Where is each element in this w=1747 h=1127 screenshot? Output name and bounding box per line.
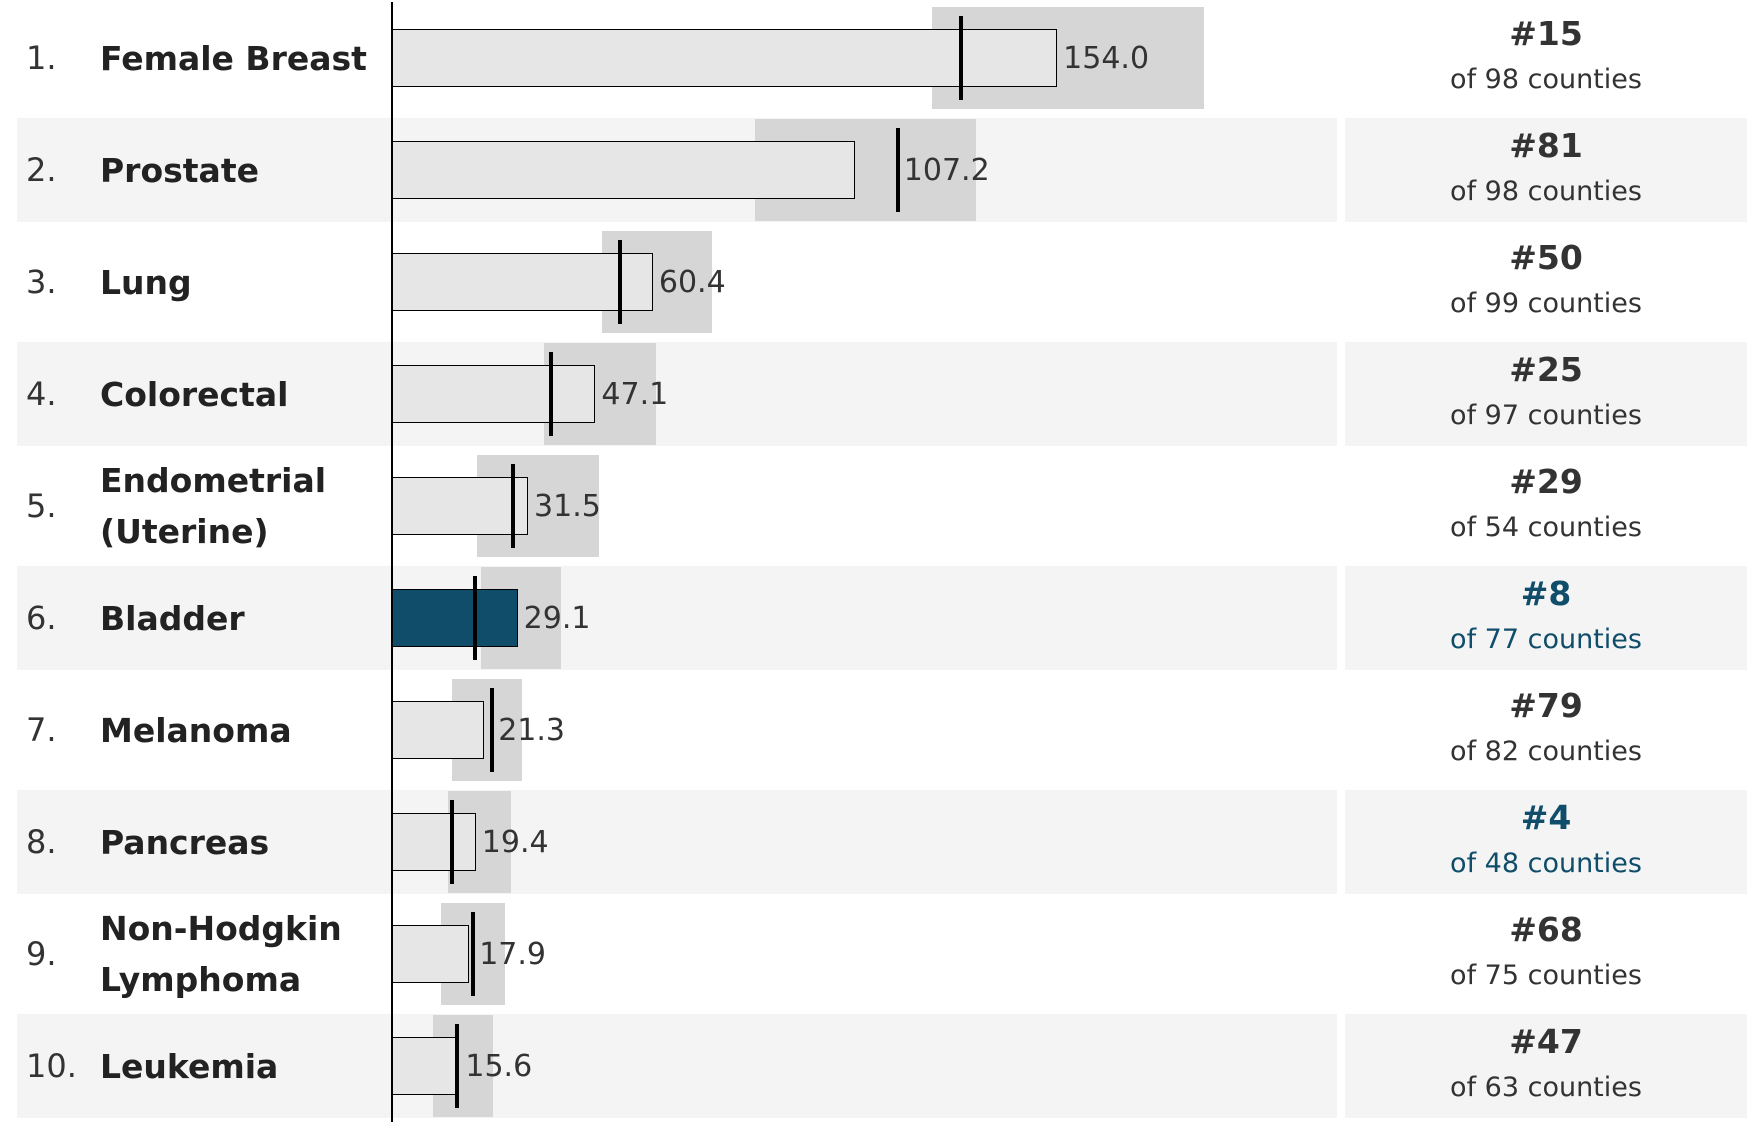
cancer-name: Leukemia (100, 1046, 279, 1086)
county-total: of 97 counties (1450, 400, 1642, 431)
value-label: 29.1 (523, 600, 591, 636)
row-band (17, 342, 1337, 446)
bar (392, 1037, 460, 1095)
axis-line (391, 450, 393, 562)
bar (392, 365, 596, 423)
marker (511, 464, 516, 548)
row-band (17, 790, 1337, 894)
axis-line (391, 898, 393, 1010)
rank-band (1345, 118, 1747, 222)
axis-line (391, 1010, 393, 1122)
row-number: 9. (26, 935, 57, 973)
county-total: of 54 counties (1450, 512, 1642, 543)
marker (471, 912, 476, 996)
bar (392, 253, 653, 311)
county-total: of 75 counties (1450, 960, 1642, 991)
bar (392, 477, 529, 535)
bar (392, 925, 470, 983)
county-total: of 77 counties (1450, 624, 1642, 655)
county-rank: #25 (1509, 350, 1583, 389)
value-label: 19.4 (481, 824, 549, 860)
cancer-name: Endometrial (Uterine) (100, 461, 327, 551)
value-label: 21.3 (498, 712, 565, 748)
county-total: of 98 counties (1450, 64, 1642, 95)
county-rank: #15 (1509, 14, 1583, 53)
bar (392, 813, 476, 871)
county-total: of 99 counties (1450, 288, 1642, 319)
value-label: 154.0 (1063, 40, 1150, 76)
county-rank: #79 (1509, 686, 1583, 725)
axis-line (391, 674, 393, 786)
row-band (17, 566, 1337, 670)
axis-line (391, 114, 393, 226)
row-number: 5. (26, 487, 57, 525)
row-number: 6. (26, 599, 57, 637)
county-rank: #81 (1509, 126, 1583, 165)
county-rank: #29 (1509, 462, 1583, 501)
county-rank: #47 (1509, 1022, 1583, 1061)
axis-line (391, 2, 393, 114)
county-rank: #50 (1509, 238, 1583, 277)
marker (473, 576, 478, 660)
row-band (17, 1014, 1337, 1118)
value-label: 17.9 (479, 936, 546, 972)
row-number: 2. (26, 151, 57, 189)
axis-line (391, 226, 393, 338)
axis-line (391, 562, 393, 674)
value-label: 60.4 (658, 264, 726, 300)
cancer-name: Bladder (100, 598, 245, 638)
axis-line (391, 786, 393, 898)
marker (549, 352, 554, 436)
county-rank: #4 (1520, 798, 1572, 837)
cancer-name: Female Breast (100, 38, 367, 78)
value-label: 15.6 (465, 1048, 533, 1084)
row-number: 3. (26, 263, 57, 301)
cancer-name: Non-Hodgkin Lymphoma (100, 909, 342, 999)
cancer-name: Melanoma (100, 710, 292, 750)
rank-band (1345, 566, 1747, 670)
marker (618, 240, 623, 324)
marker (895, 128, 900, 212)
value-label: 107.2 (903, 152, 990, 188)
county-total: of 48 counties (1450, 848, 1642, 879)
marker (490, 688, 495, 772)
row-number: 10. (26, 1047, 77, 1085)
marker (450, 800, 455, 884)
cancer-name: Pancreas (100, 822, 270, 862)
cancer-name: Lung (100, 262, 192, 302)
county-total: of 63 counties (1450, 1072, 1642, 1103)
cancer-name: Colorectal (100, 374, 289, 414)
row-number: 1. (26, 39, 57, 77)
rank-band (1345, 1014, 1747, 1118)
county-total: of 82 counties (1450, 736, 1642, 767)
bar (392, 701, 484, 759)
county-rank: #68 (1509, 910, 1583, 949)
cancer-name: Prostate (100, 150, 259, 190)
county-rank: #8 (1520, 574, 1572, 613)
axis-line (391, 338, 393, 450)
county-total: of 98 counties (1450, 176, 1642, 207)
row-number: 7. (26, 711, 57, 749)
marker (454, 1024, 459, 1108)
row-number: 8. (26, 823, 57, 861)
bar (392, 589, 518, 647)
bar (392, 141, 855, 199)
row-number: 4. (26, 375, 57, 413)
bar (392, 29, 1058, 87)
value-label: 31.5 (534, 488, 601, 524)
rank-band (1345, 790, 1747, 894)
value-label: 47.1 (601, 376, 669, 412)
rank-band (1345, 342, 1747, 446)
marker (959, 16, 964, 100)
